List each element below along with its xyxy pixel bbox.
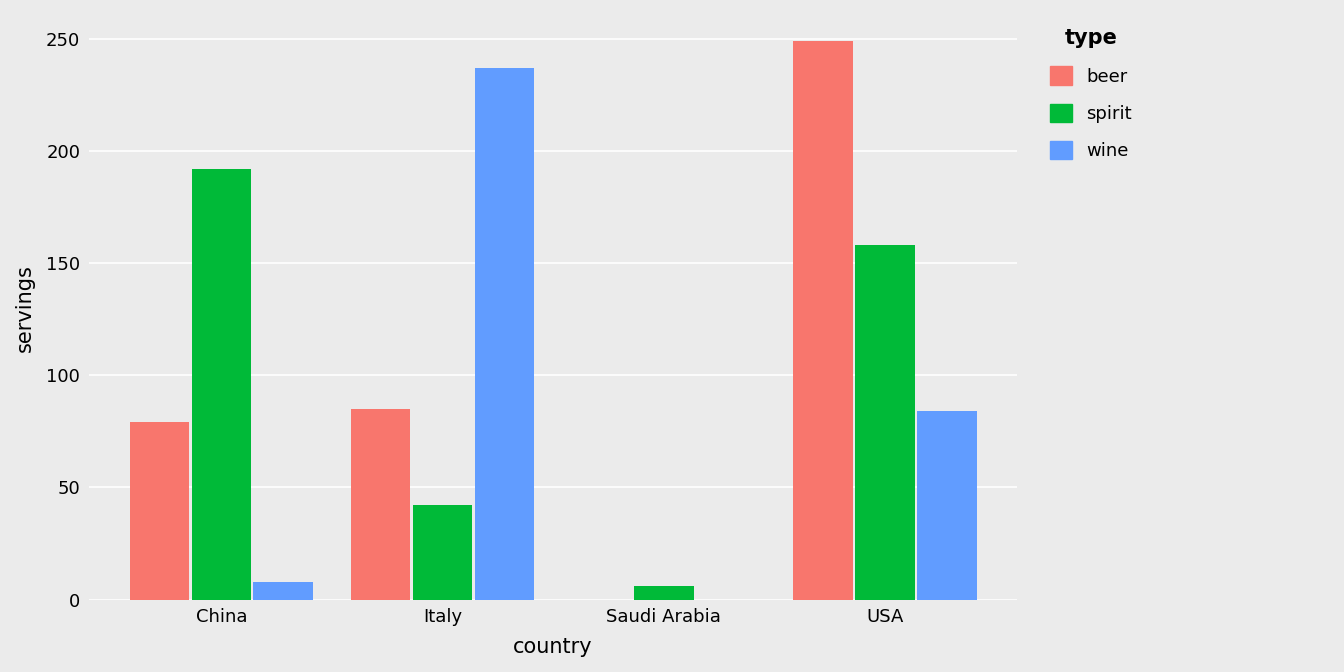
Bar [254, 581, 313, 599]
Bar [634, 586, 694, 599]
Bar [413, 505, 472, 599]
Legend: beer, spirit, wine: beer, spirit, wine [1036, 13, 1146, 175]
Bar [855, 245, 915, 599]
Y-axis label: servings: servings [15, 264, 35, 352]
X-axis label: country: country [513, 637, 593, 657]
Bar [192, 169, 251, 599]
Bar [917, 411, 977, 599]
Bar [129, 422, 190, 599]
Bar [474, 68, 535, 599]
Bar [351, 409, 410, 599]
Bar [793, 41, 852, 599]
